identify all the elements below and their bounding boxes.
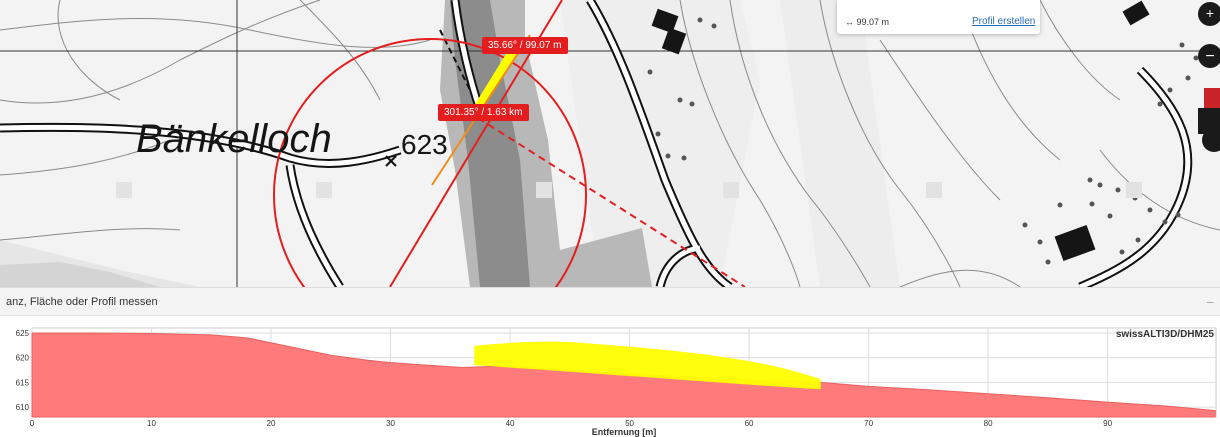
distance-popup: ↔ 99.07 m Profil erstellen [837,0,1040,34]
x-tick-label: 80 [984,419,993,428]
measure-panel-title: anz, Fläche oder Profil messen [6,296,158,308]
distance-arrow-icon: ↔ [845,17,854,27]
measure-label-total: 301.35° / 1.63 km [438,104,529,121]
elevation-profile: 0 10 20 30 40 50 60 70 80 90 610 615 620 625 swissALTI… [0,318,1220,437]
y-tick-label: 620 [16,354,30,363]
zoom-controls[interactable] [1198,2,1220,152]
create-profile-link[interactable]: Profil erstellen [972,16,1036,27]
x-tick-label: 10 [147,419,156,428]
profile-highlight [474,341,821,390]
x-tick-label: 90 [1103,419,1112,428]
zoom-out-button[interactable]: − [1205,48,1214,65]
x-tick-label: 20 [267,419,276,428]
profile-source-label: swissALTI3D/DHM25 [1116,329,1215,340]
x-tick-label: 30 [386,419,395,428]
x-tick-label: 0 [30,419,35,428]
place-name-label: Bänkelloch [136,117,332,161]
measure-label-distance: 35.66° / 99.07 m [482,37,568,54]
x-axis-label: Entfernung [m] [592,427,657,437]
distance-readout: ↔ 99.07 m [845,17,889,27]
y-tick-label: 625 [16,329,30,338]
minimize-button[interactable]: − [1206,294,1215,310]
measure-line-dashed [477,117,746,287]
y-tick-label: 615 [16,378,30,387]
map-view[interactable]: + − Bänkelloch 623 35.66° / 99.07 m 301.… [0,0,1220,287]
measure-circle [273,38,587,287]
spot-height-label: 623 [401,129,448,160]
elevation-profile-chart: 0 10 20 30 40 50 60 70 80 90 610 615 620 625 swissALTI… [16,327,1217,437]
x-tick-label: 50 [625,419,634,428]
x-tick-label: 40 [506,419,515,428]
measure-panel-header: anz, Fläche oder Profil messen − [0,287,1220,316]
x-tick-label: 70 [864,419,873,428]
x-tick-label: 60 [745,419,754,428]
spot-height-marker [385,155,397,167]
y-tick-label: 610 [16,403,30,412]
map-canvas[interactable]: + − Bänkelloch 623 [0,0,1220,287]
zoom-in-button[interactable]: + [1206,5,1214,21]
distance-value: 99.07 m [856,17,890,27]
